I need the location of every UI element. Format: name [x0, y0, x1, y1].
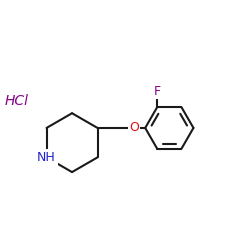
- Text: F: F: [154, 85, 161, 98]
- Text: HCl: HCl: [4, 94, 28, 108]
- Text: NH: NH: [37, 151, 56, 164]
- Text: O: O: [129, 122, 139, 134]
